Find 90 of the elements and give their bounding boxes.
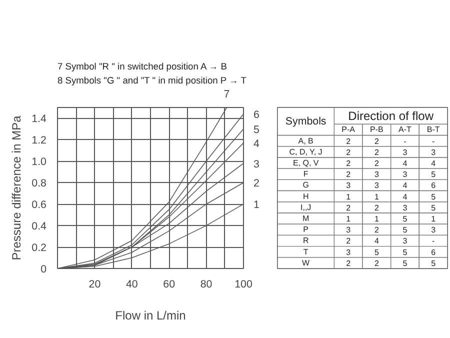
data-label: 1	[374, 214, 380, 224]
data-label: 5	[431, 192, 436, 202]
data-label: 2	[346, 170, 352, 180]
data-label: 2	[346, 203, 352, 212]
x-tick-label: P-B	[370, 125, 384, 134]
y-tick-label: P	[303, 225, 309, 234]
text: 7 Symbol "R " in switched position A → B	[58, 62, 227, 72]
data-label: 3	[431, 226, 436, 235]
data-label: 3	[346, 181, 352, 190]
x-tick-label: P-A	[342, 125, 356, 134]
data-label: 6	[431, 181, 436, 190]
y-tick-label: 0.2	[32, 242, 47, 254]
data-label: 2	[346, 236, 352, 246]
data-label: 2	[346, 258, 352, 268]
data-label: 2	[374, 226, 380, 235]
data-label: 1	[346, 214, 352, 224]
data-label: 4	[374, 236, 380, 246]
y-tick-label: 1.2	[32, 134, 47, 147]
series-label: 1	[254, 199, 260, 212]
y-tick-label: A, B	[298, 136, 314, 146]
data-label: 4	[402, 159, 408, 168]
x-axis-title: Flow in L/min	[115, 308, 186, 322]
y-tick-label: F	[303, 170, 308, 179]
data-label: 1	[431, 214, 436, 224]
data-label: 4	[402, 192, 408, 202]
x-tick-label: 20	[88, 278, 101, 290]
text: -	[432, 236, 435, 246]
y-tick-label: G	[302, 180, 309, 190]
data-label: 3	[402, 170, 408, 180]
data-label: 2	[374, 148, 380, 157]
data-label: 5	[374, 248, 380, 257]
y-tick-label: I,,J	[300, 202, 312, 212]
y-tick-label: 1.4	[32, 113, 47, 126]
data-label: 3	[346, 248, 352, 257]
data-label: 5	[431, 203, 436, 212]
x-tick-label: 100	[234, 278, 252, 290]
series-label: 2	[254, 178, 260, 190]
x-tick-label: 40	[126, 278, 138, 290]
data-label: 4	[431, 159, 436, 168]
y-tick-label: C, D, Y, J	[289, 147, 322, 156]
data-label: 5	[402, 248, 408, 257]
y-tick-label: 1.0	[32, 156, 47, 168]
y-tick-label: E, Q, V	[292, 158, 320, 168]
data-label: 5	[402, 214, 408, 224]
data-label: 2	[374, 258, 380, 268]
y-axis-title: Symbols	[285, 115, 326, 128]
data-label: 5	[402, 258, 408, 268]
y-axis-title: Pressure difference in MPa	[10, 115, 24, 260]
data-label: 5	[431, 170, 436, 180]
series-label: 7	[224, 88, 230, 100]
data-label: 3	[346, 226, 352, 235]
series-label: 4	[254, 138, 260, 150]
data-label: 5	[431, 258, 436, 268]
series-label: 6	[254, 108, 260, 121]
y-tick-label: 0.6	[32, 199, 47, 212]
y-tick-label: T	[303, 247, 308, 256]
y-tick-label: H	[302, 192, 309, 201]
data-label: 3	[374, 170, 380, 180]
x-tick-label: A-T	[398, 125, 412, 134]
data-label: 1	[374, 192, 380, 202]
y-tick-label: 0	[40, 264, 47, 276]
text: -	[432, 136, 435, 146]
data-label: 3	[431, 148, 436, 157]
x-tick-label: 60	[163, 278, 176, 290]
data-label: 2	[346, 136, 352, 146]
data-label: 2	[374, 203, 380, 212]
data-label: 6	[431, 248, 436, 257]
y-tick-label: 0.8	[32, 178, 47, 190]
data-label: 2	[346, 148, 352, 157]
data-label: 2	[346, 159, 352, 168]
data-label: 3	[402, 236, 408, 246]
text: 8 Symbols "G " and "T " in mid position P → T	[58, 76, 247, 86]
y-tick-label: 0.4	[32, 220, 47, 233]
data-label: 3	[402, 203, 408, 212]
data-label: 4	[402, 181, 408, 190]
chart-title: Direction of flow	[348, 108, 434, 123]
series-label: 3	[254, 158, 260, 170]
series-label: 5	[254, 124, 260, 136]
x-tick-label: 80	[200, 278, 212, 290]
data-label: 3	[374, 181, 380, 190]
y-tick-label: R	[302, 236, 309, 246]
text: -	[404, 136, 406, 146]
data-label: 2	[374, 159, 380, 168]
data-label: 3	[402, 148, 408, 157]
x-tick-label: B-T	[426, 125, 440, 134]
y-tick-label: W	[302, 258, 310, 268]
data-label: 5	[402, 226, 408, 235]
data-label: 2	[374, 136, 380, 146]
y-tick-label: M	[302, 214, 310, 224]
data-label: 1	[346, 192, 352, 202]
